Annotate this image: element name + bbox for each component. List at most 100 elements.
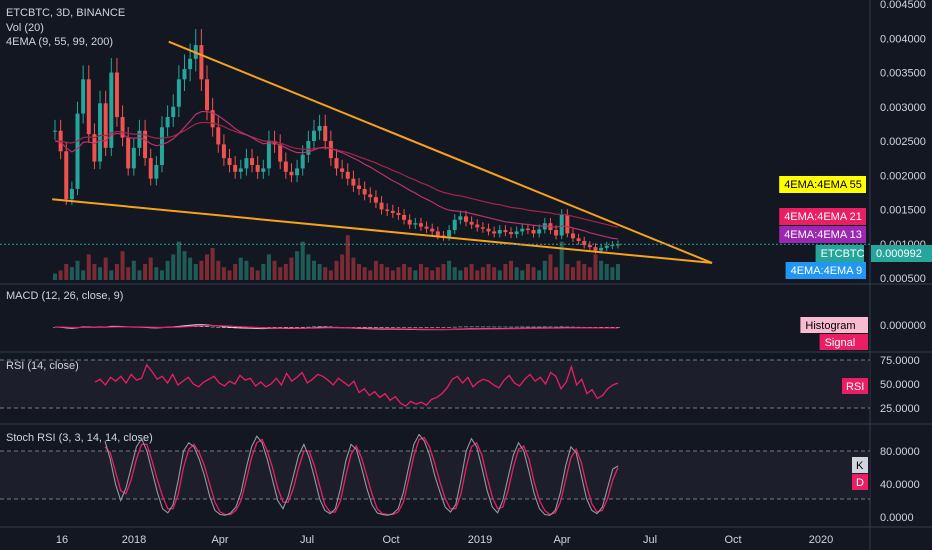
- rsi-axis-tick: 75.0000: [880, 355, 920, 367]
- rsi-pane: 75.0000 50.0000 25.0000: [94, 355, 920, 415]
- macd-histogram-bar: [272, 327, 277, 328]
- macd-histogram-bar: [503, 326, 508, 328]
- volume-bar: [295, 251, 300, 280]
- price-axis[interactable]: 0.004500 0.004000 0.003500 0.003000 0.002500…: [880, 0, 926, 285]
- volume-bar: [554, 267, 559, 280]
- macd-tag-label: Histogram: [805, 320, 855, 332]
- rsi-axis-tick: 25.0000: [880, 403, 920, 415]
- stoch-k-line: [104, 433, 619, 516]
- candle-body: [244, 158, 249, 169]
- volume-bar: [92, 264, 97, 280]
- candle-body: [402, 214, 407, 220]
- volume-bar: [559, 241, 564, 280]
- time-axis-tick: 2020: [809, 534, 833, 546]
- candle-body: [216, 127, 221, 145]
- macd-histogram-bar: [520, 326, 525, 328]
- volume-bar: [126, 267, 131, 280]
- candle-body: [323, 125, 328, 141]
- volume-bar: [458, 270, 463, 280]
- macd-histogram-bar: [357, 327, 362, 328]
- macd-histogram-bar: [210, 326, 215, 328]
- candle-body: [418, 223, 423, 227]
- volume-bar: [216, 260, 221, 280]
- lower-trendline[interactable]: [52, 198, 713, 264]
- volume-bar: [368, 270, 373, 280]
- macd-histogram-bar: [441, 327, 446, 328]
- volume-bar: [509, 260, 514, 280]
- stoch-axis-tick: 0.0000: [880, 512, 914, 524]
- volume-bar: [131, 260, 136, 280]
- volume-bar: [351, 257, 356, 280]
- volume-bar: [311, 260, 316, 280]
- candle-body: [64, 151, 69, 200]
- candle-body: [509, 232, 514, 235]
- candle-body: [103, 103, 108, 148]
- price-axis-tick: 0.004000: [880, 33, 926, 45]
- time-axis-tick: Jul: [643, 534, 657, 546]
- volume-bar: [599, 260, 604, 280]
- ema-indicator-label[interactable]: 4EMA (9, 55, 99, 200): [6, 36, 113, 48]
- volume-bar: [604, 264, 609, 280]
- volume-bar: [373, 260, 378, 280]
- candle-body: [69, 188, 74, 200]
- price-axis-tick: 0.003000: [880, 102, 926, 114]
- volume-bar: [565, 264, 570, 280]
- volume-bar: [525, 264, 530, 280]
- candle-body: [154, 164, 159, 179]
- candle-body: [424, 226, 429, 229]
- candle-body: [210, 110, 215, 128]
- candle-body: [357, 185, 362, 189]
- time-axis-tick: 2019: [468, 534, 492, 546]
- candle-body: [458, 216, 463, 220]
- time-axis[interactable]: 16 2018 Apr Jul Oct 2019 Apr Jul Oct 2020: [56, 534, 833, 546]
- rsi-label[interactable]: RSI (14, close): [6, 360, 79, 372]
- volume-bar: [300, 241, 305, 280]
- vol-indicator-label[interactable]: Vol (20): [6, 22, 44, 34]
- candle-body: [176, 79, 181, 107]
- ema-21-line: [54, 110, 619, 240]
- macd-histogram-bar: [311, 326, 316, 328]
- price-tag-bg: [779, 208, 866, 225]
- candle-body: [182, 69, 187, 80]
- volume-bar: [221, 267, 226, 280]
- candle-body: [587, 245, 592, 248]
- price-axis-tick: 0.004500: [880, 0, 926, 11]
- stoch-rsi-label[interactable]: Stoch RSI (3, 3, 14, 14, close): [6, 432, 153, 444]
- candle-body: [503, 230, 508, 233]
- rsi-band: [0, 360, 870, 408]
- volume-bar: [176, 241, 181, 280]
- macd-label[interactable]: MACD (12, 26, close, 9): [6, 290, 123, 302]
- price-axis-tick: 0.002000: [880, 170, 926, 182]
- candle-body: [311, 130, 316, 141]
- volume-bar: [328, 270, 333, 280]
- volume-bar: [58, 270, 63, 280]
- volume-bar: [520, 270, 525, 280]
- volume-bar: [64, 264, 69, 280]
- volume-bar: [469, 264, 474, 280]
- macd-histogram-bar: [514, 326, 519, 328]
- stoch-tag-label: D: [856, 477, 864, 489]
- price-tag-label: 4EMA:4EMA 21: [784, 211, 862, 223]
- candle-body: [98, 103, 103, 162]
- candle-body: [120, 117, 125, 138]
- candle-body: [289, 171, 294, 176]
- candle-body: [379, 202, 384, 210]
- volume-bar: [244, 260, 249, 280]
- candle-body: [126, 137, 131, 169]
- macd-histogram-bar: [373, 327, 378, 328]
- candle-body: [233, 164, 238, 172]
- candle-body: [328, 141, 333, 159]
- upper-trendline[interactable]: [168, 40, 713, 264]
- candle-body: [148, 158, 153, 179]
- candle-body: [407, 219, 412, 225]
- symbol-title[interactable]: ETCBTC, 3D, BINANCE: [6, 7, 125, 19]
- candle-body: [295, 168, 300, 176]
- volume-bar: [587, 267, 592, 280]
- macd-tag-bg: [800, 317, 868, 333]
- volume-bar: [233, 264, 238, 280]
- macd-histogram-bar: [216, 327, 221, 328]
- candle-body: [616, 244, 620, 246]
- volume-bar: [531, 267, 536, 280]
- macd-histogram-bar: [278, 327, 283, 328]
